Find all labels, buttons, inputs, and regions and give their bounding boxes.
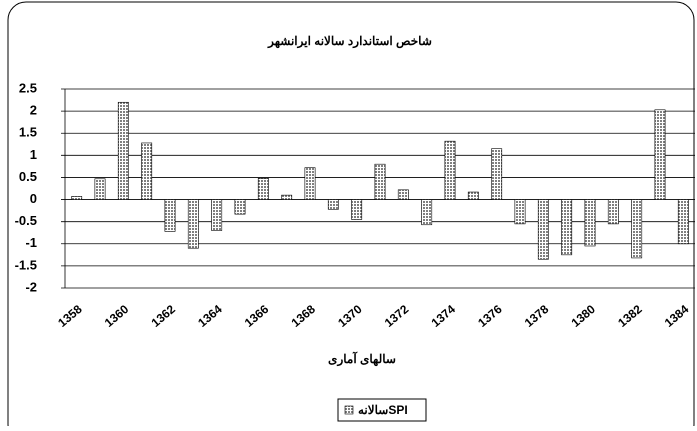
bar	[374, 163, 386, 200]
y-tick-label: 0.5	[19, 169, 37, 184]
bar	[584, 199, 596, 247]
y-tick-label: 2	[30, 103, 37, 118]
y-tick-label: 1.5	[19, 125, 37, 140]
y-tick-label: 0	[30, 191, 37, 206]
bar	[607, 199, 619, 225]
bar	[397, 189, 409, 200]
bar	[491, 148, 503, 200]
bar	[514, 199, 526, 225]
bar	[94, 178, 106, 200]
y-tick-label: -1.5	[15, 257, 37, 272]
bar	[654, 109, 666, 200]
bar	[327, 199, 339, 210]
bar	[631, 199, 643, 259]
bar	[677, 199, 689, 245]
bar	[281, 194, 293, 200]
bar	[187, 199, 199, 249]
y-tick-label: -1	[25, 235, 37, 250]
y-tick-label: -0.5	[15, 213, 37, 228]
bar	[467, 191, 479, 200]
bar	[211, 199, 223, 231]
bar	[164, 199, 176, 232]
bar	[421, 199, 433, 226]
bar	[234, 199, 246, 215]
bar	[141, 142, 153, 200]
legend	[337, 398, 427, 422]
bar	[444, 140, 456, 200]
bar	[117, 101, 129, 200]
legend-swatch	[344, 405, 354, 415]
bar	[351, 199, 363, 220]
y-tick-label: 1	[30, 147, 37, 162]
x-axis-title: سالهای آماری	[328, 350, 396, 367]
chart-title: شاخص استاندارد سالانه ایرانشهر	[267, 34, 432, 49]
bar	[257, 178, 269, 200]
bar	[561, 199, 573, 256]
bar	[304, 167, 316, 200]
y-tick-label: 2.5	[19, 80, 37, 95]
legend-label: سالانهSPI	[358, 403, 408, 417]
y-tick-label: -2	[25, 279, 37, 294]
bar	[537, 199, 549, 260]
bar	[71, 196, 83, 200]
